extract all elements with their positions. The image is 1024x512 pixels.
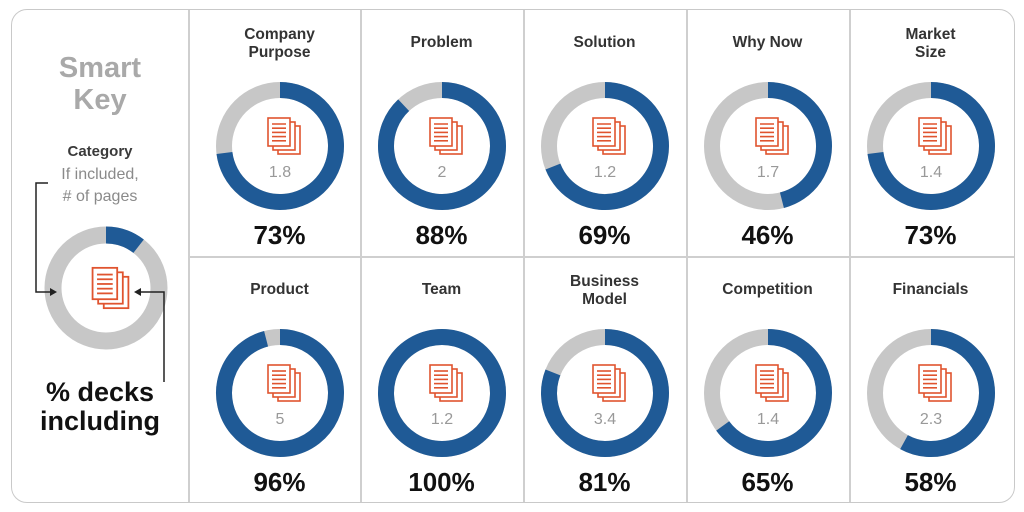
pages-label: 1.2 (431, 411, 453, 428)
donut-value-arc (767, 82, 832, 208)
donut-value-arc (378, 329, 506, 457)
category-title: Financials (892, 281, 969, 298)
document-icon (429, 364, 463, 402)
category-donut: 1.4 (704, 329, 832, 457)
donut-value-arc (216, 329, 344, 457)
category-title: Why Now (732, 34, 803, 51)
key-title-line2: Key (73, 84, 127, 116)
document-icon (429, 117, 463, 155)
percent-label: 46% (741, 220, 794, 250)
donut-value-arc (216, 82, 344, 210)
pages-label: 1.7 (757, 164, 779, 181)
document-icon (755, 117, 789, 155)
percent-label: 100% (408, 467, 475, 497)
category-donut: 1.7 (704, 82, 832, 210)
category-donut: 3.4 (541, 329, 669, 457)
category-cell: Business Model 3.4 81% (523, 257, 686, 502)
percent-label: 96% (253, 467, 306, 497)
document-icon (592, 364, 626, 402)
pages-label: 1.2 (594, 164, 616, 181)
category-cell: Why Now 1.7 46% (686, 10, 849, 257)
category-cell: Team 1.2 100% (360, 257, 523, 502)
donut-value-arc (900, 329, 995, 457)
category-title: Market (905, 26, 956, 43)
category-donut: 2 (378, 82, 506, 210)
pages-label: 2.3 (920, 411, 942, 428)
key-category-label: Category (67, 143, 133, 160)
category-donut: 1.2 (378, 329, 506, 457)
category-donut: 1.2 (541, 82, 669, 210)
document-icon (918, 117, 952, 155)
category-title: Purpose (248, 44, 311, 61)
document-icon (592, 117, 626, 155)
category-cell: Company Purpose 1.8 73% (198, 10, 361, 257)
category-cell: Problem 2 88% (360, 10, 523, 257)
donut-value-arc (867, 82, 995, 210)
category-donut: 2.3 (867, 329, 995, 457)
percent-label: 73% (904, 220, 957, 250)
donut-value-arc (541, 329, 669, 457)
percent-label: 81% (578, 467, 631, 497)
category-grid: Company Purpose 1.8 73% Problem 2 88% Solution 1… (188, 10, 1014, 502)
category-cell: Solution 1.2 69% (523, 10, 686, 257)
pages-label: 2 (438, 164, 447, 181)
smart-key-panel: Smart Key Category If included, # of pag… (12, 10, 188, 502)
key-connector-left (35, 182, 53, 293)
key-pct-line1: % decks (45, 377, 155, 407)
donut-value-arc (378, 82, 506, 210)
category-cell: Financials 2.3 58% (849, 257, 1012, 502)
document-icon (267, 364, 301, 402)
key-pct-line2: including (40, 406, 160, 436)
key-donut-arc (105, 226, 144, 254)
document-icon (267, 117, 301, 155)
category-title: Company (244, 26, 315, 43)
donut-value-arc (716, 329, 832, 457)
category-title: Solution (573, 34, 636, 51)
category-cell: Competition 1.4 65% (686, 257, 849, 502)
percent-label: 58% (904, 467, 957, 497)
key-title-line1: Smart (58, 52, 142, 84)
pages-label: 1.4 (757, 411, 779, 428)
percent-label: 73% (253, 220, 306, 250)
chart-frame: Smart Key Category If included, # of pag… (11, 9, 1015, 503)
donut-value-arc (545, 82, 669, 210)
category-title: Business (570, 273, 639, 290)
arrow-left-icon (134, 288, 141, 296)
category-title: Competition (722, 281, 813, 298)
key-donut (35, 182, 168, 382)
document-icon (755, 364, 789, 402)
key-connector-right (139, 291, 165, 382)
percent-label: 88% (415, 220, 468, 250)
grid-divider (188, 256, 1014, 258)
category-title: Problem (410, 34, 473, 51)
category-donut: 1.8 (216, 82, 344, 210)
key-sub-line2: # of pages (62, 188, 138, 205)
category-cell: Market Size 1.4 73% (849, 10, 1012, 257)
document-icon (91, 266, 130, 310)
pages-label: 1.8 (269, 164, 291, 181)
category-title: Size (914, 44, 946, 61)
category-title: Team (421, 281, 462, 298)
pages-label: 3.4 (594, 411, 616, 428)
document-icon (918, 364, 952, 402)
key-sub-line1: If included, (61, 166, 139, 183)
percent-label: 69% (578, 220, 631, 250)
category-title: Product (250, 281, 309, 298)
category-donut: 5 (216, 329, 344, 457)
category-donut: 1.4 (867, 82, 995, 210)
arrow-right-icon (50, 288, 57, 296)
percent-label: 65% (741, 467, 794, 497)
pages-label: 5 (276, 411, 285, 428)
category-cell: Product 5 96% (198, 257, 361, 502)
category-title: Model (582, 291, 627, 308)
pages-label: 1.4 (920, 164, 942, 181)
